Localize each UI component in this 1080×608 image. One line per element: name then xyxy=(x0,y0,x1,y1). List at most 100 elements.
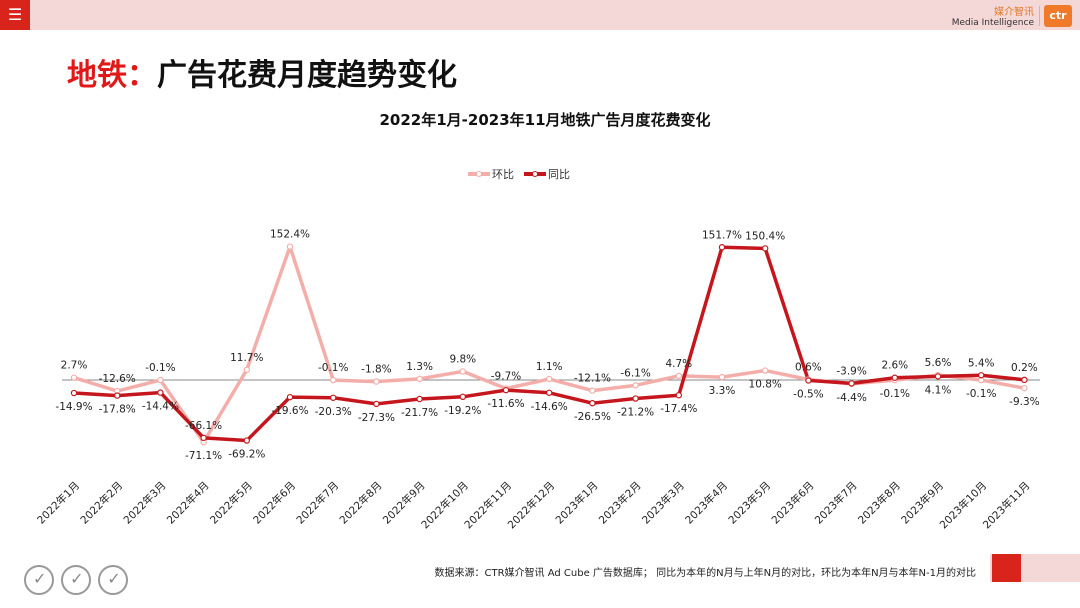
label-tongbi-4: -69.2% xyxy=(228,449,265,461)
top-bar xyxy=(0,0,1080,30)
x-tick-label-4: 2022年5月 xyxy=(207,479,255,527)
label-huanbi-18: -4.4% xyxy=(836,392,866,404)
label-huanbi-4: 11.7% xyxy=(230,352,263,364)
series-0-point-14 xyxy=(675,372,683,380)
x-tick-label-5: 2022年6月 xyxy=(250,479,298,527)
label-huanbi-6: -0.1% xyxy=(318,362,348,374)
label-tongbi-15: 151.7% xyxy=(702,229,742,241)
page-title-text: 广告花费月度趋势变化 xyxy=(157,58,457,93)
series-0-point-5 xyxy=(286,243,294,250)
label-huanbi-16: 10.8% xyxy=(749,379,782,391)
certification-badges xyxy=(24,565,130,599)
label-huanbi-11: 1.1% xyxy=(536,361,563,373)
legend-marker-0 xyxy=(476,171,482,177)
series-0-point-0 xyxy=(70,374,78,381)
series-1-point-9 xyxy=(459,393,466,400)
label-huanbi-9: 9.8% xyxy=(449,353,476,365)
label-tongbi-19: 2.6% xyxy=(881,360,908,372)
series-1-point-16 xyxy=(762,245,769,252)
series-0-point-7 xyxy=(373,378,380,385)
label-tongbi-17: -0.5% xyxy=(793,388,823,400)
series-1-point-14 xyxy=(675,392,683,399)
x-tick-label-6: 2022年7月 xyxy=(294,479,342,527)
series-1-point-17 xyxy=(805,377,812,384)
series-1-point-20 xyxy=(934,373,942,380)
label-tongbi-22: 0.2% xyxy=(1011,362,1038,374)
series-0-point-6 xyxy=(330,376,337,384)
series-1-point-8 xyxy=(416,395,423,403)
label-huanbi-13: -6.1% xyxy=(620,367,650,379)
series-1-point-10 xyxy=(502,386,510,394)
series-1-point-11 xyxy=(546,389,553,396)
x-tick-label-17: 2023年6月 xyxy=(769,479,817,527)
label-huanbi-5: 152.4% xyxy=(270,229,310,241)
series-line-0 xyxy=(73,244,1025,444)
x-tick-label-18: 2023年7月 xyxy=(812,479,860,527)
label-huanbi-8: 1.3% xyxy=(406,361,433,373)
label-huanbi-2: -0.1% xyxy=(145,362,175,374)
series-0-point-4 xyxy=(243,366,250,373)
label-tongbi-9: -19.2% xyxy=(444,405,481,417)
x-tick-label-2: 2022年3月 xyxy=(121,479,169,527)
label-tongbi-6: -20.3% xyxy=(315,406,352,418)
sgs-badge-icon xyxy=(98,565,129,595)
series-1-point-5 xyxy=(286,393,294,401)
label-huanbi-1: -12.6% xyxy=(99,373,136,385)
x-tick-label-7: 2022年8月 xyxy=(337,479,385,527)
series-1-point-0 xyxy=(70,389,78,397)
x-tick-label-20: 2023年9月 xyxy=(898,479,946,527)
x-tick-label-1: 2022年2月 xyxy=(78,479,126,527)
label-tongbi-5: -19.6% xyxy=(271,405,308,417)
label-huanbi-0: 2.7% xyxy=(61,360,88,372)
label-tongbi-11: -14.6% xyxy=(531,401,568,413)
label-tongbi-21: 5.4% xyxy=(968,357,995,369)
series-1-point-6 xyxy=(330,394,337,401)
footer-accent xyxy=(992,554,1021,582)
x-tick-label-13: 2023年2月 xyxy=(596,479,644,527)
series-1-point-7 xyxy=(373,400,380,408)
series-1-point-13 xyxy=(632,395,639,402)
brand-divider xyxy=(1039,6,1040,26)
label-huanbi-14: 4.7% xyxy=(665,358,692,370)
series-1-point-2 xyxy=(157,389,164,396)
label-tongbi-8: -21.7% xyxy=(401,407,438,419)
series-1-point-1 xyxy=(113,392,121,399)
page-title-highlight: 地铁： xyxy=(67,58,157,93)
x-tick-label-0: 2022年1月 xyxy=(34,479,82,527)
label-tongbi-18: -3.9% xyxy=(836,365,866,377)
x-tick-label-16: 2023年5月 xyxy=(726,479,774,527)
x-tick-label-11: 2022年12月 xyxy=(505,479,557,531)
label-tongbi-13: -21.2% xyxy=(617,407,654,419)
menu-button[interactable]: ☰ xyxy=(0,0,30,30)
series-0-point-8 xyxy=(416,375,423,383)
series-1-point-12 xyxy=(589,399,596,407)
series-1-point-4 xyxy=(243,437,250,444)
brand-name-en: Media Intelligence xyxy=(951,18,1034,28)
label-tongbi-20: 4.1% xyxy=(925,384,952,396)
label-tongbi-7: -27.3% xyxy=(358,412,395,424)
sgs-badge-icon xyxy=(61,565,92,595)
label-huanbi-10: -9.7% xyxy=(491,370,521,382)
label-huanbi-3: -71.1% xyxy=(185,450,222,462)
x-tick-label-12: 2023年1月 xyxy=(553,479,601,527)
label-tongbi-1: -17.8% xyxy=(99,404,136,416)
label-tongbi-10: -11.6% xyxy=(487,398,524,410)
label-huanbi-17: 0.6% xyxy=(795,361,822,373)
page-title: 地铁：广告花费月度趋势变化 xyxy=(67,50,457,94)
series-0-point-16 xyxy=(762,367,769,374)
label-tongbi-16: 150.4% xyxy=(745,230,785,242)
brand-name-cn: 媒介智讯 xyxy=(994,7,1034,18)
x-tick-label-19: 2023年8月 xyxy=(855,479,903,527)
label-huanbi-19: -0.1% xyxy=(880,388,910,400)
label-tongbi-12: -26.5% xyxy=(574,411,611,423)
label-huanbi-15: 3.3% xyxy=(709,385,736,397)
series-1-point-18 xyxy=(848,380,855,387)
chart-title: 2022年1月-2023年11月地铁广告月度花费变化 xyxy=(379,111,710,129)
brand-block: 媒介智讯 Media Intelligence xyxy=(952,7,1034,29)
label-tongbi-0: -14.9% xyxy=(55,401,92,413)
legend-label-1: 同比 xyxy=(548,168,570,181)
series-0-point-15 xyxy=(718,373,726,381)
series-1-point-19 xyxy=(891,374,899,381)
series-0-point-2 xyxy=(157,376,164,384)
